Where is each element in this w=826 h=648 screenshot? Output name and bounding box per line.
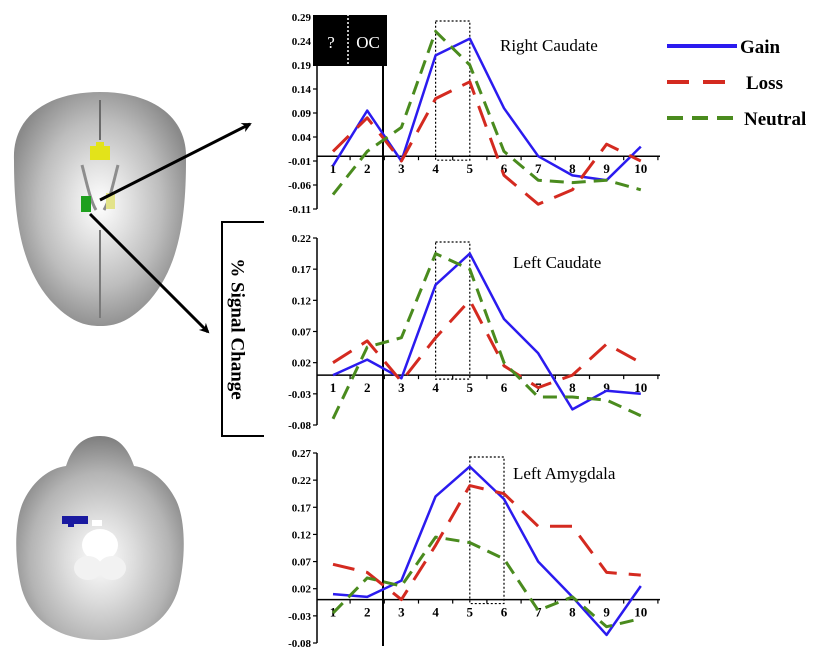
- x-tick-label: 6: [501, 380, 508, 395]
- x-tick-label: 7: [535, 161, 542, 176]
- brain-image-caudate: [13, 92, 187, 326]
- y-tick-label: 0.12: [292, 529, 312, 541]
- question-label: ?: [327, 33, 335, 52]
- series-line-neutral: [331, 29, 642, 196]
- panel-title: Left Amygdala: [513, 464, 616, 483]
- x-tick-label: 8: [569, 605, 576, 620]
- x-tick-label: 2: [364, 161, 371, 176]
- x-tick-label: 5: [467, 605, 474, 620]
- y-tick-label: -0.08: [288, 638, 311, 648]
- legend-label-gain: Gain: [740, 37, 781, 58]
- right-caudate-cluster: [106, 193, 115, 209]
- x-tick-label: 9: [603, 380, 610, 395]
- y-tick-label: -0.03: [288, 611, 311, 623]
- brain-image-amygdala: [16, 436, 184, 640]
- y-tick-label: 0.04: [292, 132, 312, 144]
- x-tick-label: 10: [634, 605, 647, 620]
- arrow-to-left-caudate: [88, 212, 210, 334]
- x-tick-label: 4: [432, 380, 439, 395]
- x-tick-label: 3: [398, 380, 405, 395]
- x-tick-label: 8: [569, 380, 576, 395]
- panel-left-amygdala: 0.270.220.170.120.070.02-0.03-0.081 2 3 4 5 6…: [288, 448, 660, 648]
- x-tick-label: 1: [330, 380, 337, 395]
- panel-title: Right Caudate: [500, 36, 598, 55]
- x-tick-label: 10: [634, 380, 647, 395]
- oc-label: OC: [356, 33, 380, 52]
- y-tick-label: 0.19: [292, 60, 312, 72]
- series-line-loss: [332, 484, 641, 602]
- x-tick-label: 5: [467, 161, 474, 176]
- condition-box: ? OC: [313, 10, 387, 66]
- x-tick-label: 5: [467, 380, 474, 395]
- legend-label-neutral: Neutral: [744, 109, 806, 130]
- series-line-gain: [332, 465, 642, 637]
- x-tick-label: 2: [364, 605, 371, 620]
- y-tick-label: -0.06: [288, 180, 311, 192]
- panel-title: Left Caudate: [513, 253, 601, 272]
- x-tick-label: 3: [398, 161, 405, 176]
- y-tick-label: -0.08: [288, 420, 311, 432]
- y-tick-label: 0.07: [292, 557, 312, 569]
- y-tick-label: -0.01: [288, 156, 311, 168]
- panel-right-caudate: 0.29 0.24 0.19 0.14 0.09 0.04 -0.01 -0.06 -0.11 1…: [288, 12, 660, 216]
- x-tick-label: 8: [569, 161, 576, 176]
- y-tick-label: 0.17: [292, 502, 312, 514]
- y-tick-label: 0.02: [292, 584, 312, 596]
- x-tick-label: 6: [501, 161, 508, 176]
- ylabel: % Signal Change: [227, 258, 248, 399]
- x-tick-label: 9: [603, 161, 610, 176]
- series-line-gain: [331, 37, 642, 182]
- y-tick-label: 0.27: [292, 448, 312, 460]
- series-line-neutral: [331, 535, 642, 629]
- y-tick-label: -0.11: [289, 204, 311, 216]
- x-tick-label: 7: [535, 605, 542, 620]
- yellow-cluster: [90, 146, 110, 160]
- y-tick-label: 0.09: [292, 108, 312, 120]
- x-tick-label: 4: [432, 161, 439, 176]
- y-tick-label: 0.12: [292, 295, 312, 307]
- amygdala-cluster: [62, 516, 88, 524]
- x-tick-label: 10: [634, 161, 647, 176]
- x-tick-label: 2: [364, 380, 371, 395]
- y-tick-label: 0.17: [292, 264, 312, 276]
- legend-label-loss: Loss: [746, 73, 783, 94]
- x-tick-label: 4: [432, 605, 439, 620]
- highlight-window: [435, 241, 471, 380]
- series-line-gain: [332, 252, 641, 411]
- legend: Gain Loss Neutral: [667, 37, 806, 130]
- y-tick-label: 0.14: [292, 84, 312, 96]
- y-tick-label: 0.07: [292, 327, 312, 339]
- series-line-neutral: [331, 252, 642, 420]
- x-tick-label: 9: [603, 605, 610, 620]
- panel-left-caudate: 0.220.170.120.070.02-0.03-0.081 2 3 4 5 6 7 8 9 1…: [288, 233, 660, 432]
- ylabel-box: % Signal Change: [221, 221, 264, 437]
- x-tick-label: 1: [330, 161, 337, 176]
- y-tick-label: 0.24: [292, 36, 312, 48]
- y-tick-label: 0.22: [292, 475, 312, 487]
- highlight-window: [435, 20, 471, 161]
- x-tick-label: 3: [398, 605, 405, 620]
- y-tick-label: 0.29: [292, 12, 312, 24]
- y-tick-label: 0.22: [292, 233, 312, 245]
- left-caudate-cluster: [81, 196, 91, 212]
- y-tick-label: -0.03: [288, 389, 311, 401]
- x-tick-label: 6: [501, 605, 508, 620]
- y-tick-label: 0.02: [292, 358, 312, 370]
- arrow-to-right-caudate: [99, 122, 252, 202]
- highlight-window: [469, 456, 505, 605]
